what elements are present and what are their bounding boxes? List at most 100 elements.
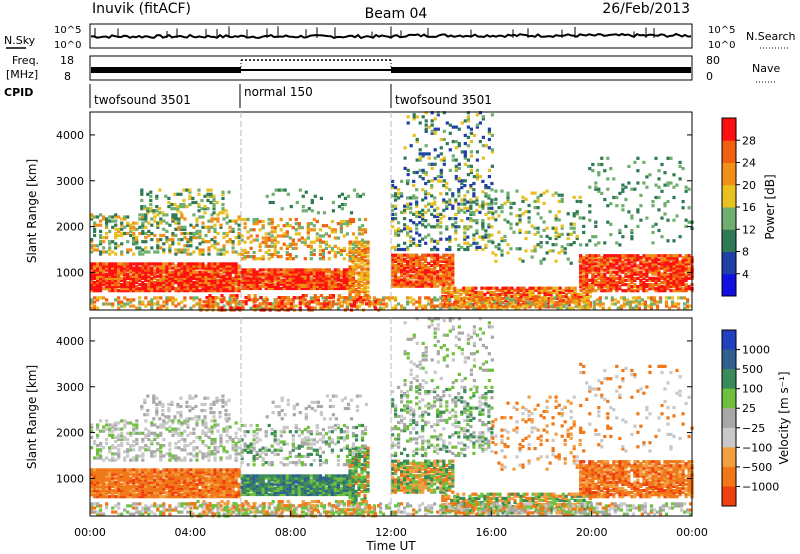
power-cell: [237, 242, 241, 246]
power-cell: [273, 228, 277, 232]
power-cell: [276, 268, 280, 272]
power-cell: [579, 283, 583, 287]
power-cell: [126, 298, 130, 302]
power-cell: [588, 239, 592, 243]
power-cell: [451, 158, 455, 162]
power-cell: [345, 306, 349, 310]
power-cell: [198, 248, 202, 252]
power-cell: [273, 238, 277, 242]
power-cell: [394, 212, 398, 216]
power-cell: [297, 268, 301, 272]
power-cell: [474, 292, 478, 296]
power-cell: [409, 284, 413, 288]
power-cell: [165, 238, 169, 242]
power-cell: [663, 272, 667, 276]
power-cell: [345, 232, 349, 236]
power-cell: [357, 263, 361, 267]
power-cell: [213, 274, 217, 278]
power-cell: [663, 202, 667, 206]
power-cell: [258, 228, 262, 232]
power-cell: [141, 268, 145, 272]
power-cell: [198, 233, 202, 238]
power-cell: [397, 284, 401, 288]
velocity-cell: [111, 493, 115, 497]
power-cell: [475, 123, 479, 127]
power-cell: [466, 227, 470, 231]
power-cell: [477, 290, 481, 294]
power-cell: [445, 206, 449, 210]
power-cell: [279, 280, 283, 284]
power-cell: [367, 296, 372, 300]
power-cell: [424, 173, 428, 177]
power-cell: [579, 268, 583, 272]
power-cell: [675, 266, 679, 270]
power-cell: [409, 253, 413, 257]
power-cell: [204, 302, 208, 306]
power-cell: [228, 266, 232, 270]
power-cell: [618, 243, 622, 247]
power-cell: [394, 231, 398, 235]
power-cell: [357, 240, 361, 244]
power-cell: [270, 252, 274, 257]
power-cell: [442, 274, 446, 278]
velocity-cell: [96, 495, 100, 499]
power-cell: [201, 287, 205, 291]
power-cell: [397, 280, 401, 284]
power-cell: [681, 289, 685, 293]
power-cell: [451, 282, 455, 286]
power-cell: [237, 240, 241, 244]
power-cell: [182, 203, 186, 207]
power-cell: [111, 264, 115, 268]
power-cell: [294, 304, 298, 308]
power-cell: [666, 254, 670, 258]
velocity-cell: [111, 470, 115, 474]
power-cell: [216, 217, 220, 221]
power-cell: [651, 276, 655, 280]
power-cell: [210, 274, 214, 278]
power-cell: [681, 268, 685, 272]
power-cell: [597, 270, 601, 274]
power-cell: [642, 272, 646, 276]
power-cell: [477, 294, 481, 299]
power-cell: [237, 283, 241, 287]
power-cell: [171, 278, 175, 282]
power-cell: [588, 254, 592, 258]
power-cell: [342, 278, 346, 282]
power-cell: [168, 244, 172, 248]
power-cell: [174, 264, 178, 268]
power-cell: [507, 290, 511, 294]
power-cell: [627, 283, 631, 287]
velocity-cell: [129, 480, 133, 484]
power-cell: [117, 229, 121, 233]
power-cell: [509, 206, 513, 210]
power-cell: [342, 276, 346, 280]
power-cell: [186, 283, 190, 287]
power-cell: [603, 264, 607, 268]
power-cell: [574, 296, 578, 300]
power-cell: [261, 274, 265, 278]
power-cell: [339, 300, 343, 304]
power-cell: [538, 298, 542, 302]
velocity-cell: [150, 495, 154, 499]
power-cell: [630, 278, 634, 282]
velocity-cell: [105, 493, 109, 497]
power-cell: [475, 196, 479, 200]
power-cell: [216, 283, 220, 287]
power-cell: [546, 299, 550, 303]
power-cell: [580, 306, 584, 310]
power-cell: [159, 233, 163, 238]
power-cell: [342, 219, 346, 224]
power-cell: [462, 301, 466, 305]
power-cell: [585, 285, 589, 289]
power-cell: [324, 278, 328, 282]
power-cell: [189, 296, 193, 300]
power-cell: [403, 204, 407, 208]
power-cell: [418, 263, 422, 268]
velocity-cell: [129, 486, 133, 491]
power-cell: [222, 252, 226, 256]
power-cell: [174, 289, 178, 293]
velocity-cell: [117, 478, 121, 482]
power-cell: [406, 247, 410, 252]
power-cell: [564, 286, 568, 290]
power-cell: [360, 252, 365, 257]
